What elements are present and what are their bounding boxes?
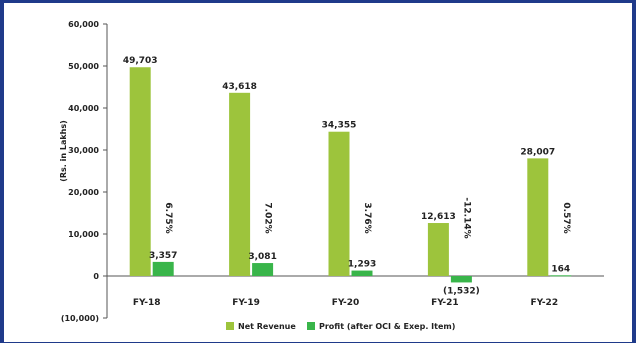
bar-net-revenue <box>527 158 549 276</box>
y-tick-label: 60,000 <box>68 20 99 29</box>
data-label-net-revenue: 49,703 <box>123 56 158 66</box>
legend-label-net-revenue: Net Revenue <box>238 322 296 331</box>
legend-label-profit: Profit (after OCI & Exep. Item) <box>319 322 455 331</box>
data-label-profit: 3,357 <box>149 251 177 261</box>
y-tick-label: 10,000 <box>68 230 99 239</box>
data-label-profit: 1,293 <box>348 260 376 270</box>
bar-profit <box>351 270 373 276</box>
data-label-profit: (1,532) <box>443 286 480 296</box>
margin-percent-label: 7.02% <box>263 202 273 233</box>
legend-swatch-net-revenue <box>226 322 234 330</box>
bar-profit <box>152 261 174 276</box>
x-category-label: FY-18 <box>133 298 161 308</box>
bar-net-revenue <box>427 223 449 276</box>
y-tick-label: 50,000 <box>68 62 99 71</box>
x-category-label: FY-21 <box>431 298 459 308</box>
legend-swatch-profit <box>307 322 315 330</box>
y-tick-label: 30,000 <box>68 146 99 155</box>
data-label-net-revenue: 12,613 <box>421 212 456 222</box>
x-category-label: FY-22 <box>530 298 558 308</box>
data-label-net-revenue: 34,355 <box>322 121 357 131</box>
legend: Net Revenue Profit (after OCI & Exep. Ite… <box>226 322 455 331</box>
y-tick-label: 20,000 <box>68 188 99 197</box>
bar-net-revenue <box>129 67 151 276</box>
bar-profit <box>450 276 472 283</box>
chart-marks: 49,703 3,357 6.75% FY-18 43,618 3,081 7.02% FY-… <box>123 56 572 308</box>
x-category-label: FY-19 <box>232 298 260 308</box>
y-axis-label: (Rs. in Lakhs) <box>59 120 68 182</box>
bar-net-revenue <box>328 131 350 276</box>
margin-percent-label: 6.75% <box>163 202 173 233</box>
y-tick-label: (10,000) <box>61 314 99 323</box>
data-label-net-revenue: 43,618 <box>222 82 257 92</box>
data-label-net-revenue: 28,007 <box>520 147 555 157</box>
data-label-profit: 164 <box>551 264 570 274</box>
bar-chart: (10,000) 0 10,000 20,000 30,000 40,000 50,000 6… <box>59 20 604 331</box>
y-tick-label: 0 <box>93 272 99 281</box>
bar-profit <box>550 275 572 277</box>
x-category-label: FY-20 <box>332 298 360 308</box>
data-label-profit: 3,081 <box>248 252 276 262</box>
bar-net-revenue <box>229 92 251 276</box>
margin-percent-label: 3.76% <box>362 202 372 233</box>
margin-percent-label: 0.57% <box>561 202 571 233</box>
y-tick-label: 40,000 <box>68 104 99 113</box>
bar-profit <box>252 263 274 276</box>
margin-percent-label: -12.14% <box>461 197 471 238</box>
